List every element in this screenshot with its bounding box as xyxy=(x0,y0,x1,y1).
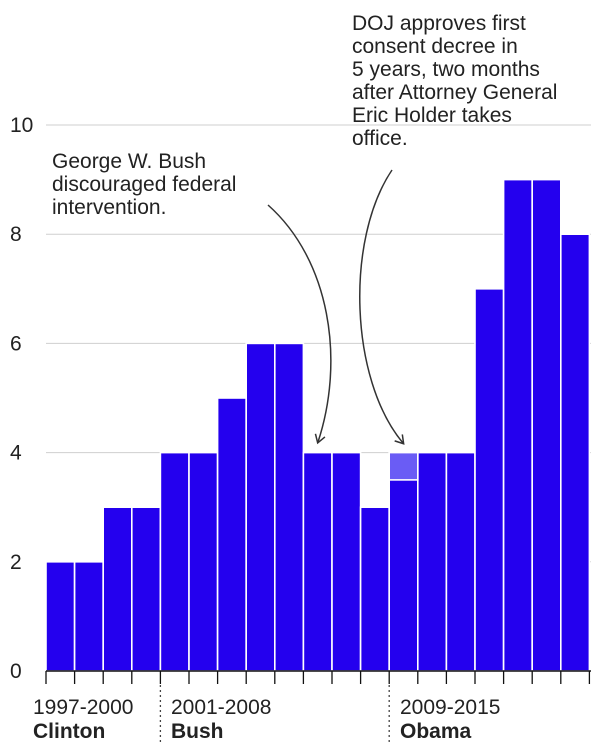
bar xyxy=(131,506,162,672)
bar xyxy=(445,451,476,672)
y-tick-label: 0 xyxy=(10,660,22,683)
annotation-bush: George W. Bush discouraged federal inter… xyxy=(52,150,237,219)
bar xyxy=(331,451,362,672)
bar xyxy=(502,178,534,672)
bar xyxy=(388,451,419,672)
era-bush: 2001-2008 Bush xyxy=(171,696,271,744)
bar xyxy=(559,233,591,672)
annotation-arrow-bush xyxy=(267,204,332,445)
bars xyxy=(45,178,591,672)
y-tick-label: 8 xyxy=(10,223,22,246)
era-bush-years: 2001-2008 xyxy=(171,696,272,719)
y-tick-label: 4 xyxy=(10,442,22,465)
bar-highlight xyxy=(388,451,419,481)
bar xyxy=(273,342,305,672)
era-obama: 2009-2015 Obama xyxy=(400,696,500,744)
bar xyxy=(302,451,333,672)
bar xyxy=(159,451,190,672)
bar xyxy=(531,178,562,672)
bar xyxy=(216,397,248,672)
bar xyxy=(474,287,505,672)
era-clinton-president: Clinton xyxy=(33,720,106,743)
x-axis xyxy=(45,670,591,745)
era-clinton: 1997-2000 Clinton xyxy=(33,696,133,744)
era-obama-years: 2009-2015 xyxy=(400,696,501,719)
y-tick-label: 2 xyxy=(10,551,22,574)
bar xyxy=(45,560,76,672)
bar xyxy=(188,451,219,672)
y-tick-label: 10 xyxy=(10,114,33,137)
era-obama-president: Obama xyxy=(400,720,472,743)
bar xyxy=(73,560,104,672)
era-clinton-years: 1997-2000 xyxy=(33,696,134,719)
era-bush-president: Bush xyxy=(171,720,224,743)
annotation-arrow-doj xyxy=(359,169,405,445)
y-axis-ticks: 0 2 4 6 8 10 xyxy=(10,114,33,683)
bar xyxy=(102,506,133,672)
y-tick-label: 6 xyxy=(10,332,22,355)
bar xyxy=(245,342,276,672)
annotation-doj: DOJ approves first consent decree in 5 y… xyxy=(352,12,558,150)
bar xyxy=(416,451,448,672)
bar xyxy=(359,506,391,672)
annotation-arrows xyxy=(267,169,405,445)
